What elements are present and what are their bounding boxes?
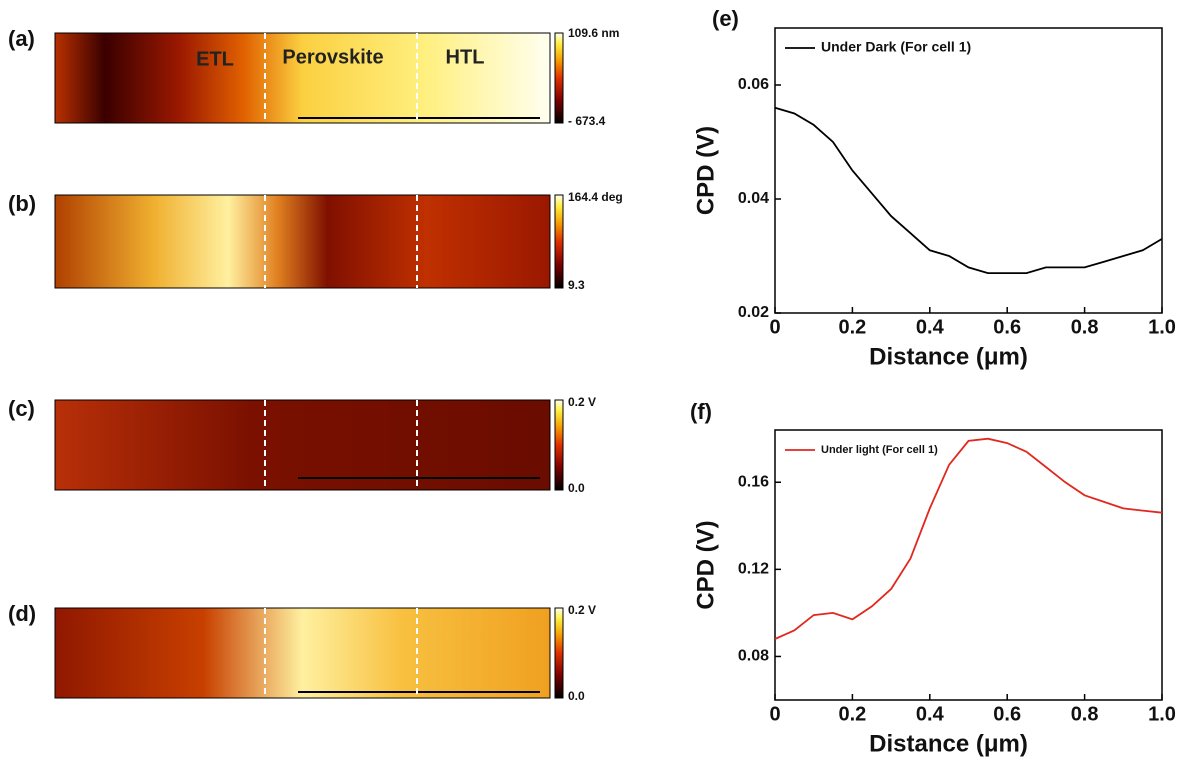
y-tick-label: 0.12 [738, 561, 769, 578]
colorbar [554, 32, 564, 124]
potential-map [54, 607, 551, 699]
colorbar-max: 0.2 V [568, 603, 596, 617]
y-tick-label: 0.04 [738, 190, 769, 207]
x-tick-label: 0.8 [1071, 316, 1099, 338]
legend-label: Under light (For cell 1) [821, 444, 938, 456]
height-map [54, 32, 551, 124]
x-tick-label: 0.2 [838, 316, 866, 338]
x-tick-label: 0.6 [993, 316, 1021, 338]
data-line [774, 437, 1163, 640]
panel-label: (f) [690, 399, 712, 424]
x-tick-label: 0.4 [916, 316, 945, 338]
panel-label: (b) [8, 191, 36, 216]
y-tick-label: 0.02 [738, 304, 769, 321]
x-tick-label: 0.6 [993, 703, 1021, 725]
panel-label: (d) [8, 601, 36, 626]
colorbar-min: 0.0 [568, 481, 585, 495]
x-tick-label: 1.0 [1148, 316, 1176, 338]
x-tick-label: 0.8 [1071, 703, 1099, 725]
x-tick-label: 0.4 [916, 703, 945, 725]
legend-label: Under Dark (For cell 1) [821, 39, 971, 55]
colorbar-min: 9.3 [568, 278, 585, 292]
y-tick-label: 0.06 [738, 76, 769, 93]
potential-map [54, 399, 551, 491]
region-label: ETL [196, 48, 234, 70]
plot-frame [774, 429, 1163, 701]
colorbar [554, 607, 564, 699]
colorbar [554, 194, 564, 289]
panel-label: (a) [8, 26, 35, 51]
colorbar-min: 0.0 [568, 689, 585, 703]
panel-label: (c) [8, 396, 35, 421]
x-tick-label: 0 [769, 316, 780, 338]
x-axis-label: Distance (μm) [869, 343, 1028, 370]
colorbar-max: 0.2 V [568, 395, 596, 409]
phase-map [54, 194, 551, 289]
data-line [774, 106, 1163, 274]
colorbar-min: - 673.4 [568, 114, 606, 128]
colorbar-max: 164.4 deg [568, 190, 623, 204]
region-label: Perovskite [282, 46, 383, 68]
x-axis-label: Distance (μm) [869, 730, 1028, 757]
x-tick-label: 0 [769, 703, 780, 725]
colorbar [554, 399, 564, 491]
region-label: HTL [446, 46, 485, 68]
y-axis-label: CPD (V) [692, 520, 719, 609]
colorbar-max: 109.6 nm [568, 26, 619, 40]
interface-lines [264, 33, 418, 698]
y-axis-label: CPD (V) [692, 126, 719, 215]
y-tick-label: 0.08 [738, 648, 769, 665]
x-tick-label: 0.2 [838, 703, 866, 725]
y-tick-label: 0.16 [738, 473, 769, 490]
panel-label: (e) [712, 6, 739, 31]
plot-frame [774, 27, 1163, 314]
x-tick-label: 1.0 [1148, 703, 1176, 725]
